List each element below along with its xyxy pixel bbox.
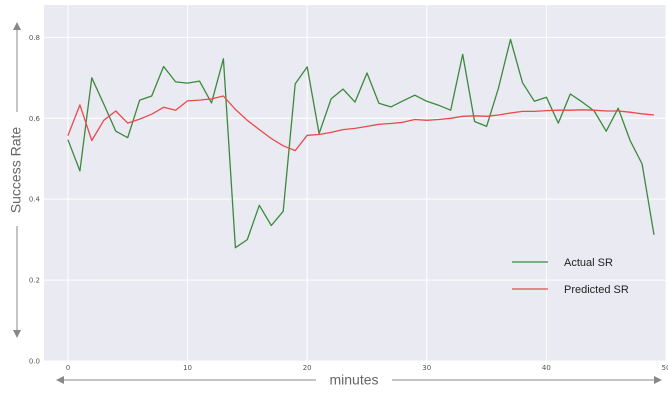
actual-sr-line bbox=[67, 38, 655, 249]
y-tick-label: 0.0 bbox=[29, 358, 40, 366]
y-tick-label: 0.2 bbox=[29, 277, 40, 285]
y-tick-labels: 0.0 0.2 0.4 0.6 0.8 bbox=[29, 34, 41, 366]
x-tick-label: 40 bbox=[542, 364, 551, 372]
x-tick-label: 30 bbox=[422, 364, 431, 372]
legend-label-actual: Actual SR bbox=[564, 257, 613, 269]
x-tick-labels: 0 10 20 30 40 50 bbox=[66, 364, 668, 372]
predicted-sr-line bbox=[67, 95, 655, 152]
x-tick-label: 20 bbox=[303, 364, 312, 372]
series-lines bbox=[67, 38, 655, 249]
x-axis-label: minutes bbox=[329, 372, 378, 388]
x-axis-title: minutes bbox=[56, 372, 662, 388]
y-tick-label: 0.6 bbox=[29, 115, 41, 123]
y-axis-label: Success Rate bbox=[8, 127, 24, 214]
x-tick-label: 10 bbox=[183, 364, 192, 372]
y-tick-label: 0.8 bbox=[29, 34, 40, 42]
plot-area bbox=[44, 5, 666, 361]
legend-label-predicted: Predicted SR bbox=[564, 284, 629, 296]
y-axis-title: Success Rate bbox=[8, 22, 24, 338]
legend: Actual SR Predicted SR bbox=[512, 257, 629, 296]
grid-lines bbox=[44, 5, 667, 362]
x-tick-label: 50 bbox=[662, 364, 668, 372]
x-tick-label: 0 bbox=[66, 364, 70, 372]
y-tick-label: 0.4 bbox=[29, 196, 41, 204]
